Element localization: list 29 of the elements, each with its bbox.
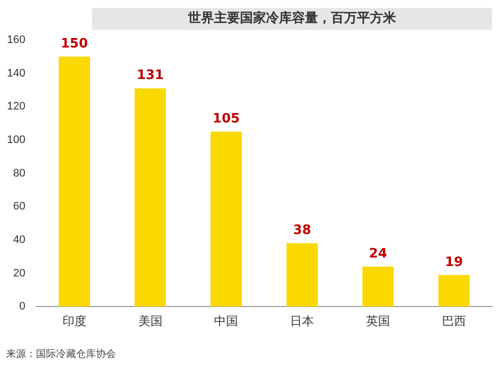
y-tick-label: 160	[6, 34, 26, 46]
data-label: 150	[60, 36, 88, 52]
bar	[438, 274, 470, 307]
x-tick-label: 中国	[214, 314, 238, 328]
data-label: 131	[136, 68, 164, 84]
chart-title: 世界主要国家冷库容量，百万平方米	[92, 8, 492, 30]
bar	[362, 266, 394, 307]
y-tick-label: 0	[19, 300, 26, 313]
y-tick-label: 120	[6, 100, 26, 113]
y-tick-label: 20	[13, 267, 26, 280]
y-tick-label: 80	[13, 167, 26, 180]
y-tick-label: 140	[6, 67, 26, 80]
x-tick-label: 印度	[62, 314, 86, 328]
y-tick-label: 60	[13, 200, 26, 213]
source-note: 来源：国际冷藏仓库协会	[6, 348, 116, 361]
data-label: 105	[212, 112, 240, 127]
x-tick-label: 日本	[290, 314, 314, 328]
x-tick-label: 巴西	[442, 314, 466, 328]
x-tick-label: 英国	[366, 314, 390, 328]
bar	[210, 132, 242, 307]
data-label: 24	[369, 246, 388, 262]
bar	[58, 56, 90, 307]
bar	[134, 88, 166, 307]
bar	[286, 243, 318, 307]
x-tick-label: 美国	[138, 314, 162, 328]
data-label: 19	[444, 254, 464, 270]
data-label: 38	[293, 223, 312, 238]
y-tick-label: 40	[13, 234, 26, 246]
y-tick-label: 100	[6, 134, 26, 146]
